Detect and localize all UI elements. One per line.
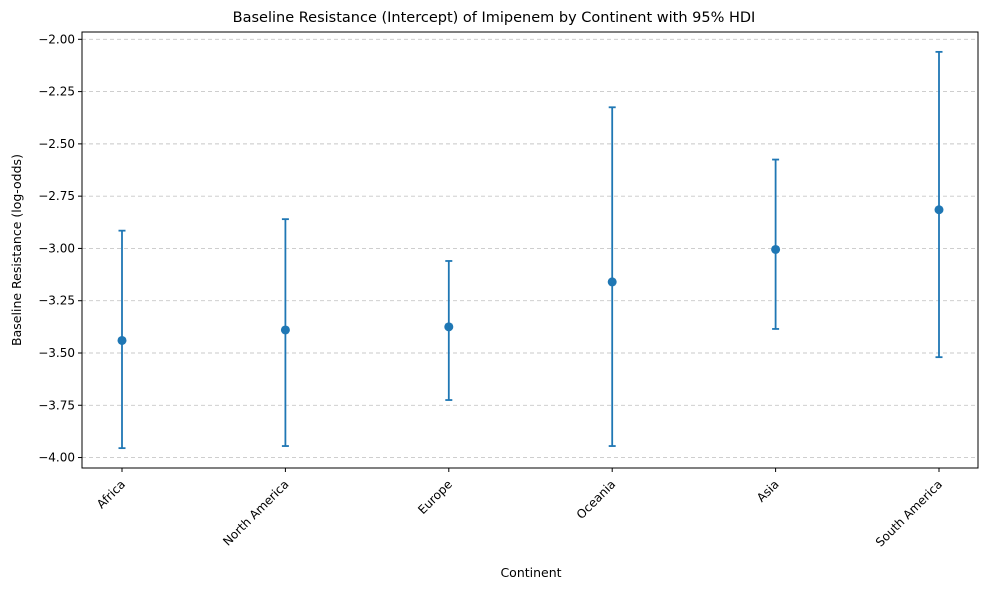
y-tick-label: −2.25 — [38, 85, 75, 99]
data-point — [444, 322, 454, 332]
x-axis-label: Continent — [500, 565, 561, 580]
x-axis: Africa North America Europe Oceania Asia Sout… — [94, 468, 945, 549]
y-tick-label: −3.00 — [38, 241, 75, 255]
y-tick-label: −4.00 — [38, 451, 75, 465]
x-tick-label: North America — [220, 477, 291, 548]
y-axis-label: Baseline Resistance (log-odds) — [9, 154, 24, 346]
data-point — [771, 244, 781, 254]
y-tick-label: −2.50 — [38, 137, 75, 151]
data-point — [934, 205, 944, 215]
data-point — [280, 325, 290, 335]
plot-frame — [81, 31, 979, 469]
chart-title: Baseline Resistance (Intercept) of Imipe… — [233, 10, 756, 26]
grid — [82, 38, 978, 458]
y-tick-label: −3.75 — [38, 398, 75, 412]
y-axis: −4.00 −3.75 −3.50 −3.25 −3.00 −2.75 −2.50 −2.25… — [38, 32, 82, 465]
data-points — [117, 205, 944, 345]
data-point — [117, 335, 127, 345]
y-tick-label: −3.25 — [38, 294, 75, 308]
y-tick-label: −3.50 — [38, 346, 75, 360]
x-tick-label: Oceania — [574, 477, 619, 522]
x-tick-label: Asia — [754, 477, 782, 505]
y-tick-label: −2.00 — [38, 32, 75, 46]
y-tick-label: −2.75 — [38, 189, 75, 203]
error-bars — [118, 50, 943, 450]
data-point — [607, 277, 617, 287]
x-tick-label: Europe — [415, 477, 455, 517]
x-tick-label: South America — [873, 477, 945, 549]
x-tick-label: Africa — [94, 477, 128, 511]
